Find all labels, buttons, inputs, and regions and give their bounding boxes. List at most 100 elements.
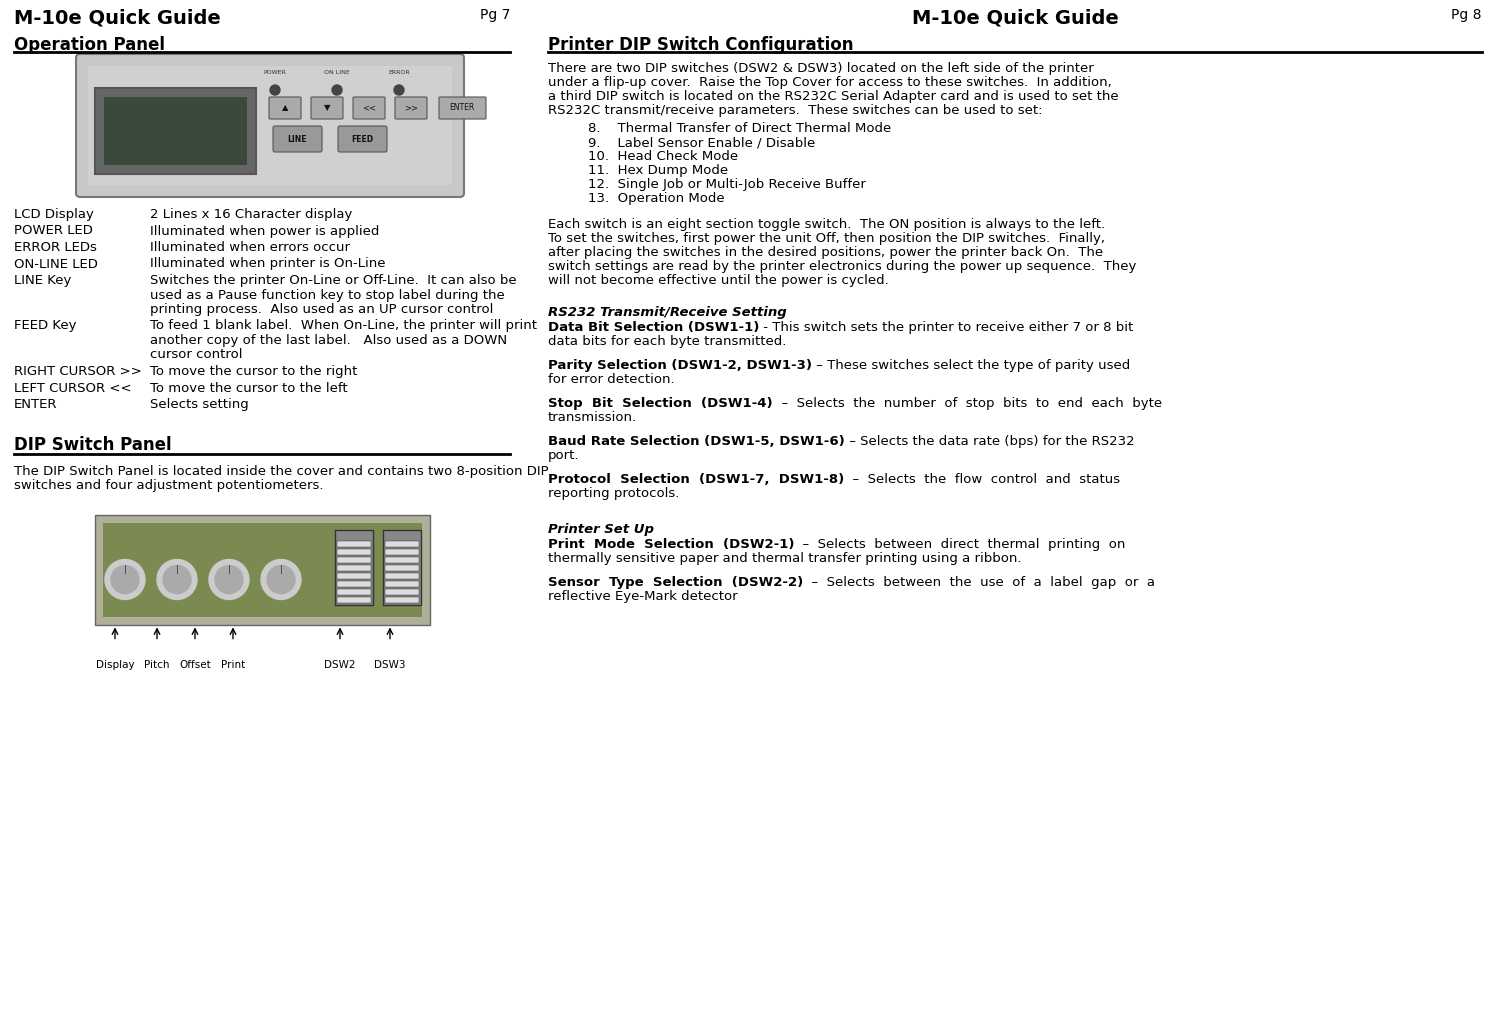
Text: M-10e Quick Guide: M-10e Quick Guide: [13, 8, 221, 27]
Circle shape: [111, 565, 139, 594]
Text: Printer Set Up: Printer Set Up: [548, 523, 654, 536]
FancyBboxPatch shape: [338, 126, 387, 152]
Text: Data Bit Selection (DSW1-1): Data Bit Selection (DSW1-1): [548, 321, 760, 334]
Text: Each switch is an eight section toggle switch.  The ON position is always to the: Each switch is an eight section toggle s…: [548, 218, 1106, 231]
Text: To move the cursor to the right: To move the cursor to the right: [150, 365, 358, 378]
Text: Pg 8: Pg 8: [1451, 8, 1483, 22]
Text: |: |: [280, 565, 283, 574]
Bar: [384, 573, 419, 579]
Text: Sensor  Type  Selection  (DSW2-2): Sensor Type Selection (DSW2-2): [548, 576, 803, 589]
Text: >>: >>: [404, 104, 417, 113]
Text: Selects setting: Selects setting: [150, 398, 248, 411]
Bar: [337, 548, 371, 554]
Text: Baud Rate Selection (DSW1-5, DSW1-6): Baud Rate Selection (DSW1-5, DSW1-6): [548, 435, 845, 448]
Text: ENTER: ENTER: [449, 104, 474, 113]
Text: Protocol  Selection  (DSW1-7,  DSW1-8): Protocol Selection (DSW1-7, DSW1-8): [548, 473, 844, 486]
Text: 9.    Label Sensor Enable / Disable: 9. Label Sensor Enable / Disable: [588, 136, 815, 149]
Text: Display: Display: [96, 659, 135, 669]
Text: port.: port.: [548, 448, 579, 462]
Bar: [337, 540, 371, 546]
Bar: [384, 556, 419, 562]
Text: ERROR LEDs: ERROR LEDs: [13, 241, 97, 254]
Text: reflective Eye-Mark detector: reflective Eye-Mark detector: [548, 590, 738, 603]
Text: – These switches select the type of parity used: – These switches select the type of pari…: [812, 359, 1131, 372]
Text: used as a Pause function key to stop label during the: used as a Pause function key to stop lab…: [150, 289, 504, 301]
Circle shape: [266, 565, 295, 594]
FancyBboxPatch shape: [269, 97, 301, 119]
Text: LCD Display: LCD Display: [13, 208, 94, 221]
Text: –  Selects  between  the  use  of  a  label  gap  or  a: – Selects between the use of a label gap…: [803, 576, 1155, 589]
Text: Offset: Offset: [180, 659, 211, 669]
Text: LEFT CURSOR <<: LEFT CURSOR <<: [13, 381, 132, 395]
Text: –  Selects  the  flow  control  and  status: – Selects the flow control and status: [844, 473, 1121, 486]
Text: after placing the switches in the desired positions, power the printer back On. : after placing the switches in the desire…: [548, 246, 1103, 259]
Text: Printer DIP Switch Configuration: Printer DIP Switch Configuration: [548, 36, 854, 54]
Text: 12.  Single Job or Multi-Job Receive Buffer: 12. Single Job or Multi-Job Receive Buff…: [588, 178, 866, 191]
Text: ON LINE: ON LINE: [325, 70, 350, 75]
Text: will not become effective until the power is cycled.: will not become effective until the powe…: [548, 274, 889, 287]
Text: Operation Panel: Operation Panel: [13, 36, 165, 54]
Text: Print  Mode  Selection  (DSW2-1): Print Mode Selection (DSW2-1): [548, 538, 794, 551]
Circle shape: [163, 565, 191, 594]
Bar: [103, 523, 422, 616]
Text: printing process.  Also used as an UP cursor control: printing process. Also used as an UP cur…: [150, 303, 494, 316]
Circle shape: [260, 559, 301, 599]
Text: LINE: LINE: [287, 134, 307, 143]
Text: ▼: ▼: [323, 104, 331, 113]
Text: Stop  Bit  Selection  (DSW1-4): Stop Bit Selection (DSW1-4): [548, 397, 772, 410]
Text: ▲: ▲: [281, 104, 289, 113]
Text: data bits for each byte transmitted.: data bits for each byte transmitted.: [548, 335, 787, 348]
Circle shape: [393, 85, 404, 95]
Text: –  Selects  between  direct  thermal  printing  on: – Selects between direct thermal printin…: [794, 538, 1126, 551]
Text: The DIP Switch Panel is located inside the cover and contains two 8-position DIP: The DIP Switch Panel is located inside t…: [13, 465, 549, 478]
Text: POWER: POWER: [263, 70, 286, 75]
Text: There are two DIP switches (DSW2 & DSW3) located on the left side of the printer: There are two DIP switches (DSW2 & DSW3)…: [548, 62, 1094, 75]
Text: FEED: FEED: [352, 134, 373, 143]
Text: |: |: [124, 565, 127, 574]
FancyBboxPatch shape: [395, 97, 426, 119]
Text: Illuminated when printer is On-Line: Illuminated when printer is On-Line: [150, 257, 386, 271]
Text: under a flip-up cover.  Raise the Top Cover for access to these switches.  In ad: under a flip-up cover. Raise the Top Cov…: [548, 76, 1112, 89]
Circle shape: [105, 559, 145, 599]
Bar: [383, 530, 420, 604]
Text: FEED Key: FEED Key: [13, 319, 76, 333]
Text: To move the cursor to the left: To move the cursor to the left: [150, 381, 347, 395]
Text: Illuminated when errors occur: Illuminated when errors occur: [150, 241, 350, 254]
Text: DSW3: DSW3: [374, 659, 405, 669]
Circle shape: [332, 85, 343, 95]
Text: POWER LED: POWER LED: [13, 225, 93, 238]
Bar: [384, 597, 419, 602]
FancyBboxPatch shape: [438, 97, 486, 119]
Text: Illuminated when power is applied: Illuminated when power is applied: [150, 225, 380, 238]
Text: Pitch: Pitch: [144, 659, 169, 669]
Text: cursor control: cursor control: [150, 349, 242, 361]
FancyBboxPatch shape: [311, 97, 343, 119]
FancyBboxPatch shape: [353, 97, 384, 119]
Bar: [384, 540, 419, 546]
Bar: [337, 573, 371, 579]
Text: M-10e Quick Guide: M-10e Quick Guide: [911, 8, 1119, 27]
Text: another copy of the last label.   Also used as a DOWN: another copy of the last label. Also use…: [150, 334, 507, 347]
Text: 8.    Thermal Transfer of Direct Thermal Mode: 8. Thermal Transfer of Direct Thermal Mo…: [588, 122, 892, 135]
Text: a third DIP switch is located on the RS232C Serial Adapter card and is used to s: a third DIP switch is located on the RS2…: [548, 89, 1119, 103]
Bar: [337, 581, 371, 587]
Text: thermally sensitive paper and thermal transfer printing using a ribbon.: thermally sensitive paper and thermal tr…: [548, 552, 1022, 565]
FancyBboxPatch shape: [272, 126, 322, 152]
FancyBboxPatch shape: [76, 54, 464, 197]
Text: transmission.: transmission.: [548, 411, 637, 424]
FancyBboxPatch shape: [96, 88, 256, 174]
Text: switches and four adjustment potentiometers.: switches and four adjustment potentiomet…: [13, 479, 323, 492]
Text: 2 Lines x 16 Character display: 2 Lines x 16 Character display: [150, 208, 353, 221]
Text: RIGHT CURSOR >>: RIGHT CURSOR >>: [13, 365, 142, 378]
Bar: [384, 564, 419, 571]
Text: To set the switches, first power the unit Off, then position the DIP switches.  : To set the switches, first power the uni…: [548, 232, 1106, 245]
Text: Switches the printer On-Line or Off-Line.  It can also be: Switches the printer On-Line or Off-Line…: [150, 274, 516, 287]
Bar: [337, 556, 371, 562]
Circle shape: [215, 565, 242, 594]
Text: 11.  Hex Dump Mode: 11. Hex Dump Mode: [588, 164, 729, 177]
Bar: [384, 581, 419, 587]
Text: ON-LINE LED: ON-LINE LED: [13, 257, 97, 271]
Text: 10.  Head Check Mode: 10. Head Check Mode: [588, 149, 738, 163]
Text: reporting protocols.: reporting protocols.: [548, 487, 679, 500]
Bar: [337, 597, 371, 602]
